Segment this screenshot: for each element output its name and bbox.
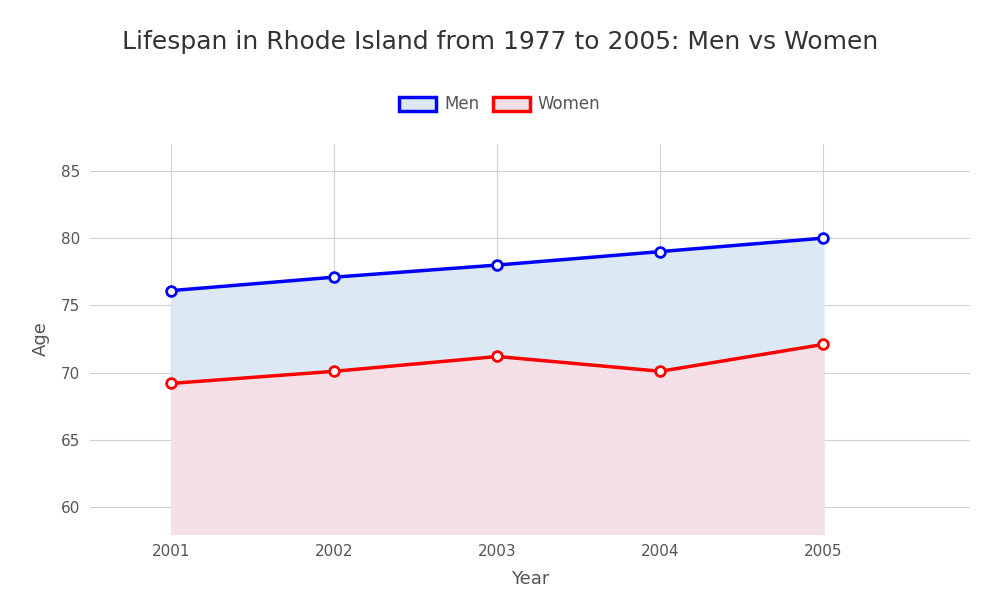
Legend: Men, Women: Men, Women xyxy=(399,95,601,113)
X-axis label: Year: Year xyxy=(511,570,549,588)
Text: Lifespan in Rhode Island from 1977 to 2005: Men vs Women: Lifespan in Rhode Island from 1977 to 20… xyxy=(122,30,878,54)
Y-axis label: Age: Age xyxy=(32,322,50,356)
